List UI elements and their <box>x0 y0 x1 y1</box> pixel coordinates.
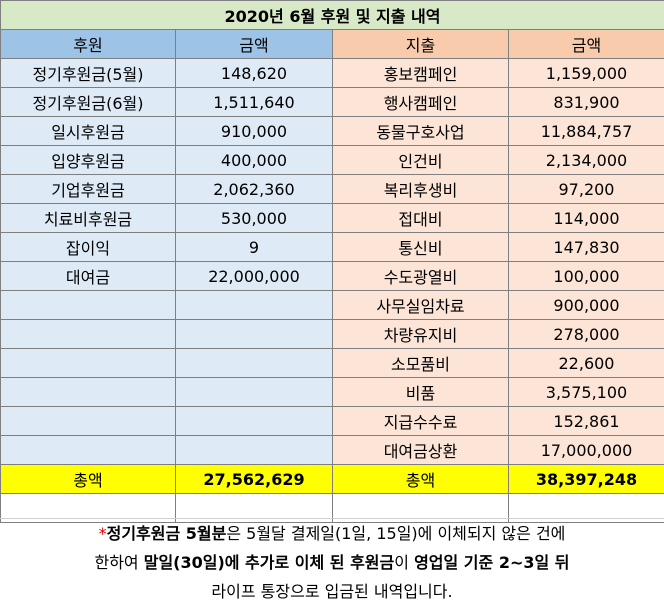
income-item: 대여금 <box>0 261 176 291</box>
table-row: 차량유지비 278,000 <box>0 319 664 349</box>
income-amount: 400,000 <box>175 145 333 175</box>
income-amount: 530,000 <box>175 203 333 233</box>
expense-item: 비품 <box>332 377 509 407</box>
report-table-body: 2020년 6월 후원 및 지출 내역 후원 금액 지출 금액 정기후원금(5월… <box>0 0 664 523</box>
income-item <box>0 435 176 465</box>
expense-amount: 11,884,757 <box>508 116 664 146</box>
title-row: 2020년 6월 후원 및 지출 내역 <box>0 0 664 30</box>
expense-total-value: 38,397,248 <box>508 464 664 494</box>
expense-item: 홍보캠페인 <box>332 58 509 88</box>
footnote-text-3: 이 <box>394 553 415 572</box>
income-amount-header: 금액 <box>175 29 333 59</box>
table-row: 기업후원금 2,062,360 복리후생비 97,200 <box>0 174 664 204</box>
expense-item: 동물구호사업 <box>332 116 509 146</box>
table-row: 사무실임차료 900,000 <box>0 290 664 320</box>
income-item <box>0 290 176 320</box>
income-item <box>0 319 176 349</box>
income-item: 일시후원금 <box>0 116 176 146</box>
footnote-text-4: 라이프 통장으로 입금된 내역입니다. <box>211 582 453 601</box>
footnote-line-2: 한하여 말일(30일)에 추가로 이체 된 후원금이 영업일 기준 2~3일 뒤 <box>0 548 664 577</box>
expense-item: 대여금상환 <box>332 435 509 465</box>
expense-item: 통신비 <box>332 232 509 262</box>
expense-item: 수도광열비 <box>332 261 509 291</box>
expense-amount: 97,200 <box>508 174 664 204</box>
table-row: 소모품비 22,600 <box>0 348 664 378</box>
expense-amount-header: 금액 <box>508 29 664 59</box>
expense-amount: 147,830 <box>508 232 664 262</box>
table-row: 일시후원금 910,000 동물구호사업 11,884,757 <box>0 116 664 146</box>
income-amount <box>175 319 333 349</box>
footnote: *정기후원금 5월분은 5월달 결제일(1일, 15일)에 이체되지 않은 건에… <box>0 518 664 606</box>
table-row: 입양후원금 400,000 인건비 2,134,000 <box>0 145 664 175</box>
footnote-emphasis-1: 정기후원금 5월분 <box>106 524 227 543</box>
expense-amount: 900,000 <box>508 290 664 320</box>
income-amount: 2,062,360 <box>175 174 333 204</box>
expense-item: 행사캠페인 <box>332 87 509 117</box>
table-row: 비품 3,575,100 <box>0 377 664 407</box>
footnote-text-1: 은 5월달 결제일(1일, 15일)에 이체되지 않은 건에 <box>226 524 566 543</box>
expense-amount: 2,134,000 <box>508 145 664 175</box>
income-amount: 9 <box>175 232 333 262</box>
expense-item: 인건비 <box>332 145 509 175</box>
expense-total-label: 총액 <box>332 464 509 494</box>
income-item <box>0 406 176 436</box>
income-amount <box>175 406 333 436</box>
expense-amount: 114,000 <box>508 203 664 233</box>
expense-amount: 278,000 <box>508 319 664 349</box>
income-item: 입양후원금 <box>0 145 176 175</box>
income-item: 기업후원금 <box>0 174 176 204</box>
expense-header: 지출 <box>332 29 509 59</box>
income-item: 정기후원금(5월) <box>0 58 176 88</box>
income-amount <box>175 377 333 407</box>
expense-amount: 1,159,000 <box>508 58 664 88</box>
income-total-label: 총액 <box>0 464 176 494</box>
expense-amount: 831,900 <box>508 87 664 117</box>
income-amount <box>175 348 333 378</box>
expense-amount: 22,600 <box>508 348 664 378</box>
income-header: 후원 <box>0 29 176 59</box>
footnote-emphasis-2: 말일(30일)에 추가로 이체 된 후원금 <box>143 553 395 572</box>
table-row: 지급수수료 152,861 <box>0 406 664 436</box>
expense-item: 소모품비 <box>332 348 509 378</box>
footnote-line-3: 라이프 통장으로 입금된 내역입니다. <box>0 577 664 606</box>
income-amount: 22,000,000 <box>175 261 333 291</box>
income-item <box>0 377 176 407</box>
footnote-line-1: *정기후원금 5월분은 5월달 결제일(1일, 15일)에 이체되지 않은 건에 <box>0 519 664 548</box>
expense-item: 지급수수료 <box>332 406 509 436</box>
income-item <box>0 348 176 378</box>
expense-amount: 3,575,100 <box>508 377 664 407</box>
expense-amount: 100,000 <box>508 261 664 291</box>
table-row: 치료비후원금 530,000 접대비 114,000 <box>0 203 664 233</box>
expense-item: 사무실임차료 <box>332 290 509 320</box>
income-amount <box>175 290 333 320</box>
income-amount: 910,000 <box>175 116 333 146</box>
income-total-value: 27,562,629 <box>175 464 333 494</box>
footnote-emphasis-3: 영업일 기준 2~3일 뒤 <box>414 553 570 572</box>
table-row: 잡이익 9 통신비 147,830 <box>0 232 664 262</box>
income-item: 정기후원금(6월) <box>0 87 176 117</box>
expense-item: 접대비 <box>332 203 509 233</box>
expense-item: 차량유지비 <box>332 319 509 349</box>
income-item: 치료비후원금 <box>0 203 176 233</box>
footnote-asterisk: * <box>98 524 107 543</box>
footnote-text-2: 한하여 <box>94 553 144 572</box>
header-row: 후원 금액 지출 금액 <box>0 29 664 59</box>
income-item: 잡이익 <box>0 232 176 262</box>
totals-row: 총액 27,562,629 총액 38,397,248 <box>0 464 664 494</box>
expense-amount: 17,000,000 <box>508 435 664 465</box>
report-table: 2020년 6월 후원 및 지출 내역 후원 금액 지출 금액 정기후원금(5월… <box>0 0 664 523</box>
table-row: 대여금상환 17,000,000 <box>0 435 664 465</box>
table-row: 대여금 22,000,000 수도광열비 100,000 <box>0 261 664 291</box>
income-amount: 148,620 <box>175 58 333 88</box>
income-amount: 1,511,640 <box>175 87 333 117</box>
report-title: 2020년 6월 후원 및 지출 내역 <box>0 0 664 30</box>
table-row: 정기후원금(5월) 148,620 홍보캠페인 1,159,000 <box>0 58 664 88</box>
income-amount <box>175 435 333 465</box>
expense-item: 복리후생비 <box>332 174 509 204</box>
expense-amount: 152,861 <box>508 406 664 436</box>
table-row: 정기후원금(6월) 1,511,640 행사캠페인 831,900 <box>0 87 664 117</box>
